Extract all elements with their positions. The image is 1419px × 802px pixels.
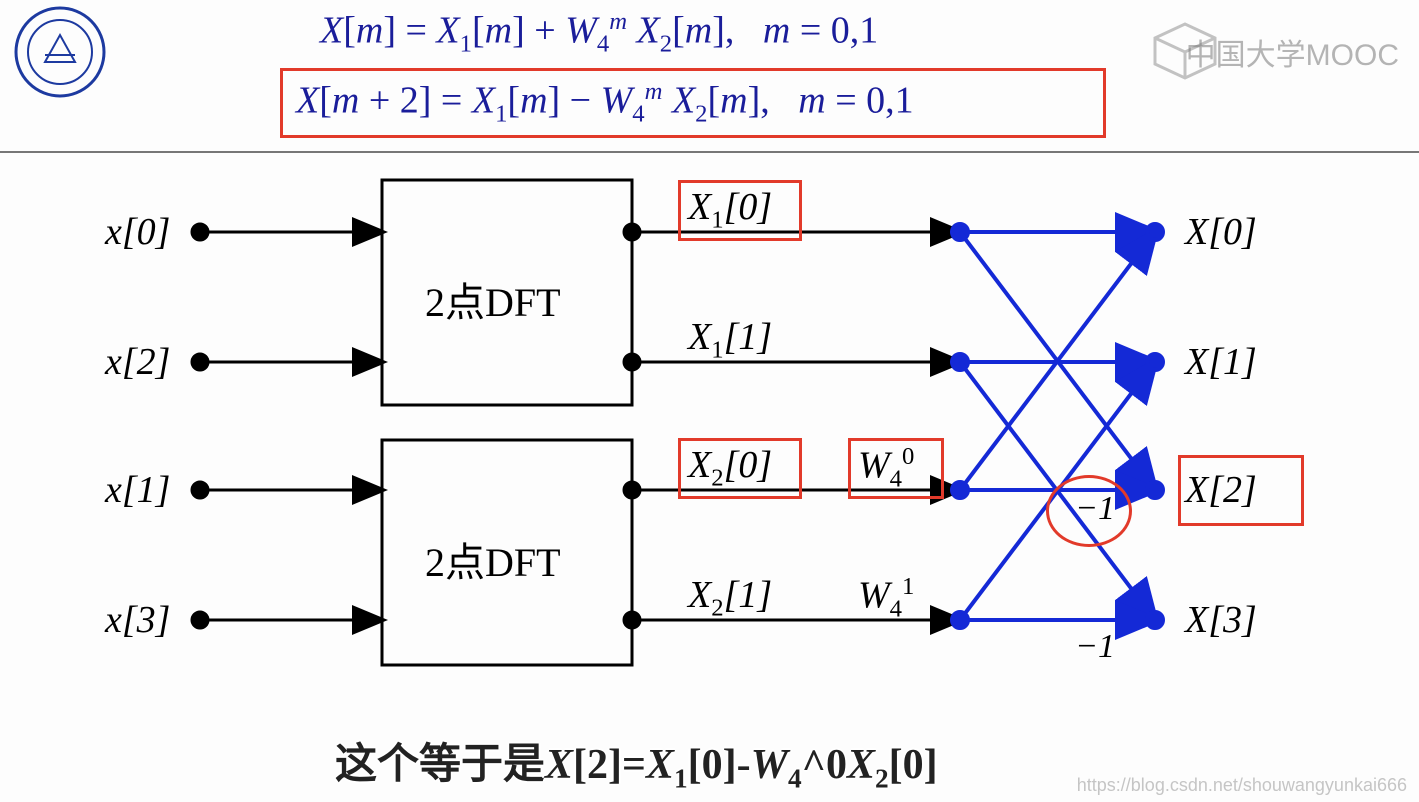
- input-label-1: x[2]: [105, 340, 170, 384]
- dft-label-1: 2点DFT: [425, 270, 561, 328]
- input-edges: [192, 224, 382, 628]
- university-logo: [16, 8, 104, 96]
- mooc-watermark: 中国大学MOOC: [1186, 30, 1399, 74]
- butterfly-edges: [952, 224, 1163, 628]
- output-label-0: X[0]: [1185, 210, 1257, 254]
- input-label-2: x[1]: [105, 468, 170, 512]
- equation-line-1: X[m] = X1[m] + W4m X2[m], m = 0,1: [320, 8, 878, 58]
- twiddle-label-1: W41: [858, 573, 914, 623]
- output-label-1: X[1]: [1185, 340, 1257, 384]
- neg-label-1: −1: [1075, 628, 1115, 666]
- output-label-3: X[3]: [1185, 598, 1257, 642]
- dft-label-2: 2点DFT: [425, 530, 561, 588]
- intermediate-label-1: X1[1]: [688, 315, 772, 365]
- highlight-box-X-2: [1178, 455, 1304, 526]
- highlight-box-eq2: [280, 68, 1106, 138]
- highlight-ellipse-neg1: [1046, 475, 1132, 547]
- highlight-box-W4-0: [848, 438, 944, 499]
- highlight-box-X1-0: [678, 180, 802, 241]
- highlight-box-X2-0: [678, 438, 802, 499]
- intermediate-label-3: X2[1]: [688, 573, 772, 623]
- mid-edges: [624, 224, 960, 628]
- input-label-3: x[3]: [105, 598, 170, 642]
- url-watermark: https://blog.csdn.net/shouwangyunkai666: [1077, 775, 1407, 796]
- subtitle-caption: 这个等于是X[2]=X1[0]-W4^0X2[0]: [335, 730, 938, 794]
- input-label-0: x[0]: [105, 210, 170, 254]
- eq1-m-range: 0,1: [831, 10, 879, 52]
